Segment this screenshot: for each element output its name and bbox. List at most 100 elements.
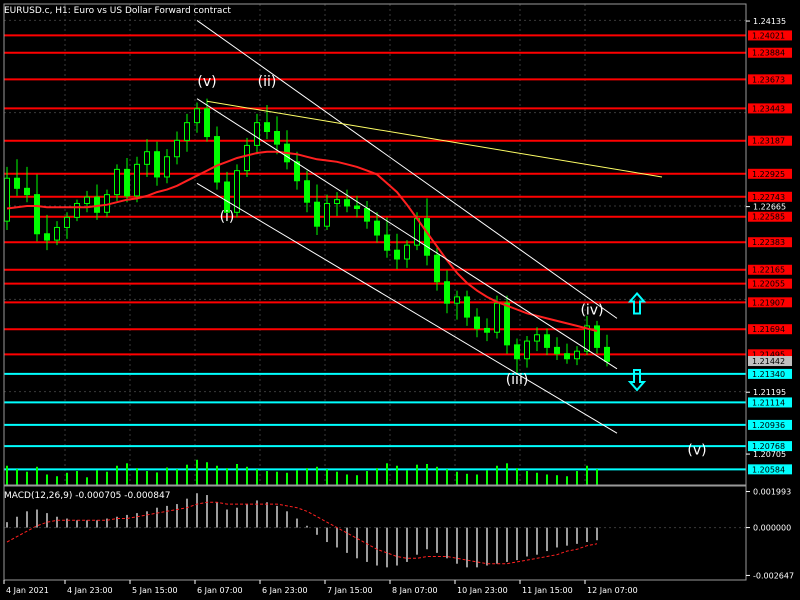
- candle: [114, 164, 120, 201]
- volume-bar: [66, 472, 68, 485]
- volume-bar: [256, 469, 258, 485]
- level-price-label: 1.22055: [752, 280, 785, 289]
- price-tick-label: 1.21195: [753, 388, 786, 397]
- volume-bar: [396, 465, 398, 485]
- candle: [154, 141, 160, 186]
- channel-line: [196, 182, 618, 434]
- candle: [84, 190, 90, 213]
- candle: [14, 159, 20, 196]
- volume-bar: [156, 472, 158, 485]
- volume-bar: [456, 471, 458, 485]
- macd-tick-label: 0.000000: [753, 524, 791, 533]
- volume-bar: [526, 471, 528, 485]
- level-price-box: [748, 264, 792, 275]
- volume-bar: [146, 471, 148, 485]
- time-tick-label: 6 Jan 23:00: [262, 586, 308, 595]
- level-price-label: 1.21907: [752, 298, 785, 307]
- candle: [174, 131, 180, 165]
- candle: [564, 343, 570, 364]
- volume-bar: [166, 467, 168, 485]
- wave-label: (i): [220, 209, 235, 225]
- level-price-box: [748, 464, 792, 475]
- volume-bar: [566, 476, 568, 485]
- level-price-label: 1.22925: [752, 170, 785, 179]
- candle: [484, 318, 490, 342]
- macd-tick-label: 0.001993: [753, 488, 791, 497]
- volume-bar: [386, 463, 388, 485]
- volume-bar: [56, 476, 58, 485]
- level-price-label: 1.23884: [752, 49, 785, 58]
- level-price-box: [748, 103, 792, 114]
- volume-bar: [36, 466, 38, 485]
- volume-bar: [136, 468, 138, 485]
- volume-bar: [276, 471, 278, 485]
- wave-label: (iv): [580, 303, 603, 319]
- candle: [224, 171, 230, 222]
- candle: [314, 184, 320, 236]
- channel-line: [196, 20, 618, 319]
- level-price-box: [748, 441, 792, 452]
- candle: [354, 195, 360, 218]
- candle: [464, 290, 470, 326]
- volume-bar: [366, 471, 368, 485]
- volume-bar: [96, 470, 98, 485]
- candle: [584, 315, 590, 355]
- volume-bar: [266, 471, 268, 485]
- candle: [324, 194, 330, 230]
- wave-label: (iii): [506, 372, 529, 388]
- candle: [454, 290, 460, 320]
- candle: [134, 156, 140, 203]
- candle: [394, 233, 400, 270]
- trend-channel: [196, 20, 663, 434]
- chart-frame: [3, 3, 747, 581]
- level-price-label: 1.23673: [752, 75, 785, 84]
- volume-bar: [496, 465, 498, 485]
- volume-bar: [486, 470, 488, 485]
- level-price-label: 1.21340: [752, 370, 785, 379]
- level-price-box: [748, 211, 792, 222]
- candle: [54, 221, 60, 246]
- level-price-box: [748, 30, 792, 41]
- candle: [524, 336, 530, 368]
- macd-signal-line: [6, 501, 598, 565]
- wave-labels: (v) (ii) (i) (iii) (iv) (v): [197, 74, 706, 459]
- time-tick-label: 12 Jan 07:00: [587, 586, 638, 595]
- volume-bar: [246, 466, 248, 485]
- price-levels: [4, 34, 746, 471]
- candle: [234, 164, 240, 218]
- wave-label: (ii): [258, 74, 277, 90]
- level-price-label: 1.21495: [752, 350, 785, 359]
- level-price-label: 1.20936: [752, 421, 785, 430]
- candle: [444, 270, 450, 314]
- candle: [604, 334, 610, 367]
- volume-bar: [226, 468, 228, 485]
- candle: [474, 308, 480, 338]
- candle: [74, 199, 80, 222]
- macd-title: MACD(12,26,9) -0.000705 -0.000847: [4, 491, 170, 501]
- volume-bar: [286, 472, 288, 485]
- price-axis: 1.24135 1.22665 1.21195 1.20705 1.24021 1.238…: [746, 17, 794, 580]
- candle: [594, 320, 600, 354]
- time-tick-label: 10 Jan 23:00: [457, 586, 508, 595]
- level-price-box: [748, 278, 792, 289]
- candle: [304, 170, 310, 213]
- volume-bar: [476, 474, 478, 485]
- candle: [434, 246, 440, 291]
- time-tick-label: 6 Jan 07:00: [197, 586, 243, 595]
- arrow-down-icon: [627, 368, 647, 392]
- volume-bar: [176, 469, 178, 485]
- level-price-label: 1.23187: [752, 137, 785, 146]
- volume-bar: [446, 469, 448, 485]
- time-tick-label: 4 Jan 2021: [6, 586, 49, 595]
- level-price-box: [748, 368, 792, 379]
- candle: [244, 137, 250, 177]
- candle: [214, 126, 220, 190]
- level-price-label: 1.23443: [752, 104, 785, 113]
- moving-average-line: [6, 150, 598, 332]
- candle: [144, 139, 150, 177]
- candle: [264, 104, 270, 140]
- level-price-box: [748, 397, 792, 408]
- volume-bar: [516, 468, 518, 485]
- price-tick-label: 1.22665: [753, 203, 786, 212]
